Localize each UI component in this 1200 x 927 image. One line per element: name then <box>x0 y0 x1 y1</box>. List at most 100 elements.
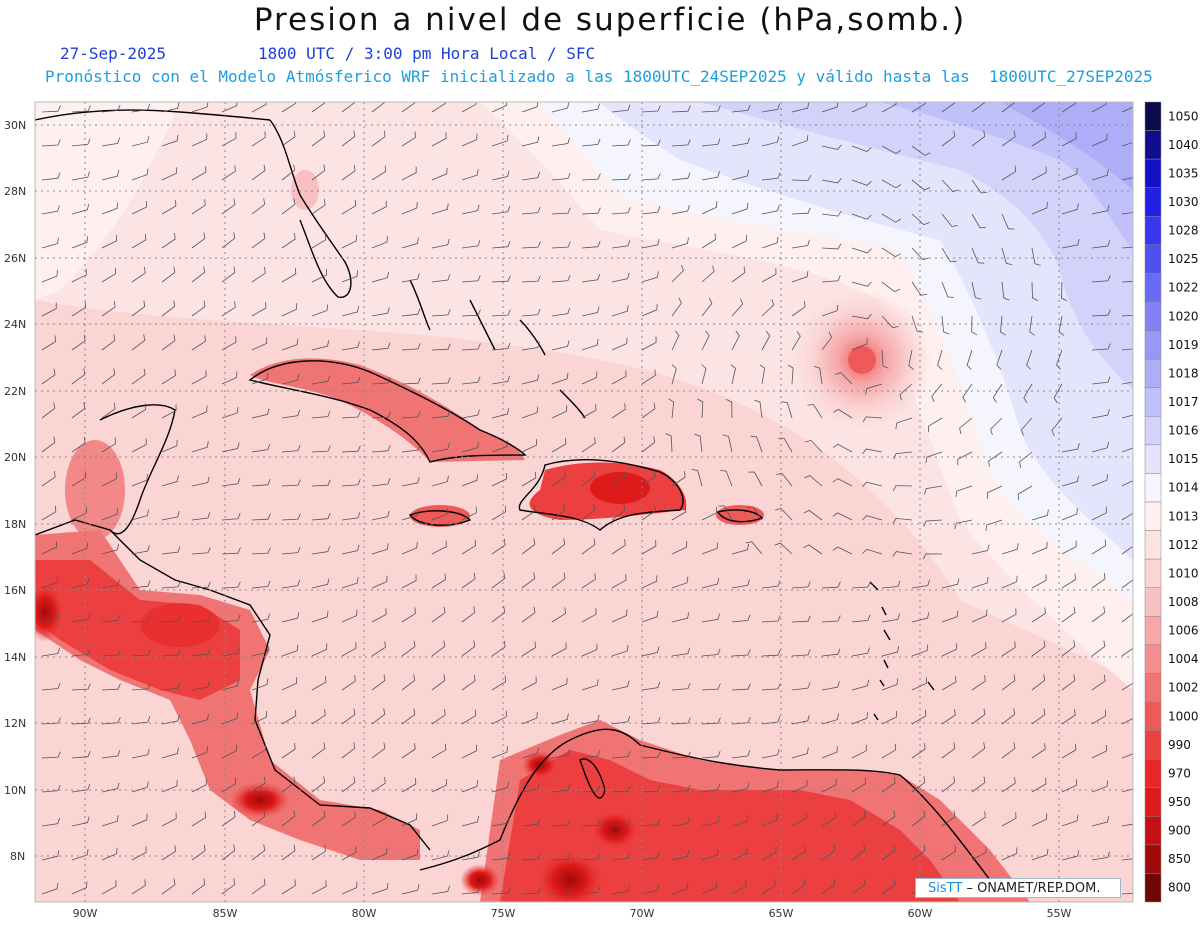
wind-barb <box>694 433 703 453</box>
wind-barb <box>491 887 511 895</box>
wind-barb <box>731 202 749 215</box>
wind-barb <box>341 199 357 215</box>
wind-barb <box>1001 777 1016 793</box>
wind-barb <box>821 177 842 184</box>
lat-axis: 30N 28N 26N 24N 22N 20N 18N 16N 14N 12N … <box>4 119 26 863</box>
wind-barb <box>281 198 296 215</box>
wind-barb <box>281 232 296 249</box>
wind-barb <box>491 309 511 317</box>
wind-barb <box>834 372 853 385</box>
wind-barb <box>41 784 61 793</box>
wind-barb <box>778 437 793 453</box>
wind-barb <box>671 647 691 657</box>
wind-barb <box>221 301 236 317</box>
wind-barb <box>251 580 271 589</box>
wind-barb <box>461 169 479 181</box>
wind-barb <box>955 485 973 497</box>
wind-barb <box>551 784 571 793</box>
wind-barb <box>731 298 744 317</box>
colorbar-swatch <box>1144 301 1162 331</box>
wind-barb <box>101 750 121 759</box>
wind-barb <box>431 238 450 249</box>
wind-barb <box>431 850 450 861</box>
wind-barb <box>221 647 240 657</box>
wind-barb <box>431 132 447 147</box>
wind-barb <box>341 846 357 861</box>
wind-barb <box>311 676 327 691</box>
wind-barb <box>821 746 838 759</box>
wind-barb <box>521 406 539 419</box>
wind-barb <box>221 132 237 147</box>
wind-barb <box>71 203 90 215</box>
wind-barb <box>641 303 658 317</box>
wind-barb <box>521 102 539 113</box>
wind-barb <box>1001 130 1016 147</box>
wind-barb <box>131 438 147 453</box>
wind-barb <box>911 776 926 793</box>
wind-barb <box>71 402 86 419</box>
colorbar-swatch <box>1144 730 1162 760</box>
wind-barb <box>311 776 326 793</box>
wind-barb <box>927 417 943 433</box>
wind-barb <box>461 744 477 759</box>
wind-barb <box>895 417 913 429</box>
wind-barb <box>251 613 270 623</box>
wind-barb <box>71 506 87 521</box>
wind-barb <box>641 716 661 725</box>
colorbar-label: 1018 <box>1168 366 1199 380</box>
wind-barb <box>611 609 628 623</box>
wind-barb <box>971 708 986 725</box>
wind-barb <box>697 398 704 419</box>
wind-barb <box>71 578 90 589</box>
wind-barb <box>191 300 206 317</box>
wind-barb <box>821 648 841 657</box>
wind-barb <box>611 716 631 725</box>
colorbar-swatch <box>1144 187 1162 217</box>
wind-barb <box>881 179 902 189</box>
wind-barb <box>71 717 91 725</box>
wind-barb <box>401 848 419 861</box>
lon-label: 90W <box>73 907 98 920</box>
wind-barb <box>431 743 447 759</box>
wind-barb <box>41 850 60 861</box>
wind-barb <box>1121 753 1133 759</box>
wind-barb <box>251 678 269 691</box>
wind-barb <box>251 878 266 895</box>
wind-barb <box>911 247 929 261</box>
wind-barb <box>341 376 361 385</box>
wind-barb <box>821 713 839 725</box>
wind-barb <box>341 270 358 283</box>
wind-barb <box>191 713 209 725</box>
wind-barb <box>851 581 871 589</box>
wind-barb <box>431 443 450 453</box>
wind-barb <box>781 401 793 419</box>
wind-barb <box>431 814 449 827</box>
wind-barb <box>611 539 626 555</box>
wind-barb <box>521 641 536 657</box>
wind-barb <box>611 574 627 589</box>
wind-barb <box>833 408 853 419</box>
wind-barb <box>191 681 210 691</box>
wind-barb <box>551 607 566 623</box>
wind-barb <box>521 572 536 589</box>
wind-barb <box>821 844 836 861</box>
wind-barb <box>992 383 1003 403</box>
graticule <box>35 102 1133 902</box>
wind-barb <box>641 206 661 215</box>
wind-barb <box>1121 314 1133 317</box>
wind-barb <box>1061 850 1080 861</box>
wind-barb <box>521 341 541 351</box>
colorbar-swatch <box>1144 816 1162 846</box>
wind-barb <box>371 510 390 521</box>
colorbar-swatch <box>1144 444 1162 474</box>
wind-barb <box>1121 512 1133 521</box>
wind-barb <box>371 236 388 249</box>
wind-barb <box>731 579 750 589</box>
wind-barb <box>881 646 900 657</box>
colorbar-label: 800 <box>1168 881 1191 895</box>
wind-barb <box>821 331 833 351</box>
wind-barb <box>761 716 781 725</box>
wind-barb <box>821 681 840 691</box>
colorbar-swatch <box>1144 273 1162 303</box>
wind-barb <box>731 234 747 249</box>
